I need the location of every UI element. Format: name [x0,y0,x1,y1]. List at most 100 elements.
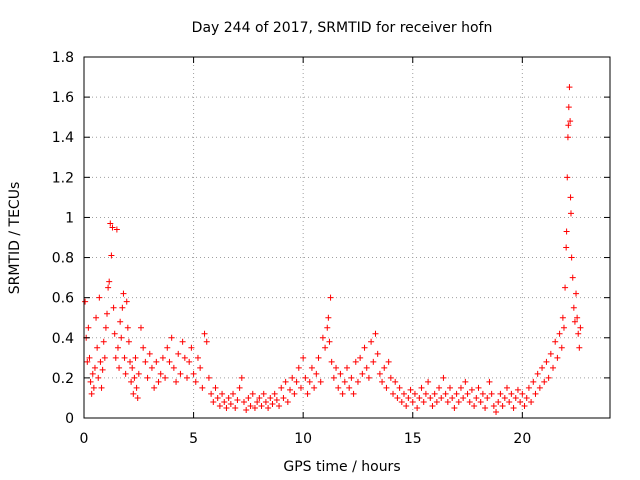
data-point [571,318,578,325]
data-point [240,398,247,405]
data-point [97,358,104,365]
data-point [570,304,577,311]
data-point [405,394,412,401]
data-point [93,314,100,321]
x-axis-label: GPS time / hours [283,459,400,475]
y-tick-label: 0.2 [52,371,74,387]
data-point [394,394,401,401]
data-point [427,394,434,401]
data-point [258,402,265,409]
data-point [339,390,346,397]
data-point [479,390,486,397]
data-point [530,378,537,385]
data-point [232,404,239,411]
data-point [325,314,332,321]
data-point [359,370,366,377]
data-point [341,378,348,385]
data-point [416,394,423,401]
data-point [297,384,304,391]
data-point [519,390,526,397]
data-point [363,364,370,371]
x-tick-label: 15 [404,431,422,447]
data-point [464,390,471,397]
data-point [175,350,182,357]
data-point [569,274,576,281]
data-point [221,398,228,405]
data-point [440,374,447,381]
data-point [304,390,311,397]
data-point [447,384,454,391]
data-point [153,358,160,365]
data-point [562,284,569,291]
data-point [214,394,221,401]
data-point [89,370,96,377]
data-point [262,398,269,405]
data-point [245,394,252,401]
data-point [278,384,285,391]
data-point [118,334,125,341]
data-point [523,394,530,401]
data-point [475,384,482,391]
data-point [327,294,334,301]
data-point [379,378,386,385]
data-point [541,378,548,385]
data-point [534,370,541,377]
data-point [132,354,139,361]
data-point [267,394,274,401]
data-point [473,394,480,401]
data-point [208,390,215,397]
data-point [506,398,513,405]
data-point [370,358,377,365]
data-point [497,390,504,397]
data-point [554,354,561,361]
data-point [243,406,250,413]
data-point [129,364,136,371]
y-tick-label: 0.6 [52,291,74,307]
data-point [407,386,414,393]
data-point [148,364,155,371]
data-point [433,398,440,405]
data-point [225,394,232,401]
data-point [346,384,353,391]
data-point [567,210,574,217]
data-point [576,344,583,351]
data-point [565,122,572,129]
data-point [381,364,388,371]
data-point [205,374,212,381]
data-point [348,374,355,381]
data-point [306,378,313,385]
data-point [260,390,267,397]
data-point [234,396,241,403]
data-point [429,402,436,409]
data-point [567,118,574,125]
data-point [105,284,112,291]
data-point [287,386,294,393]
y-tick-label: 0 [65,411,74,427]
data-point [573,290,580,297]
data-point [409,398,416,405]
data-point [508,390,515,397]
data-point [543,358,550,365]
x-tick-label: 5 [189,431,198,447]
data-point [203,338,210,345]
data-point [317,378,324,385]
data-point [112,354,119,361]
data-point [547,350,554,357]
data-point [574,314,581,321]
data-point [100,338,107,345]
data-point [442,390,449,397]
data-point [333,364,340,371]
data-point [315,354,322,361]
data-point [344,364,350,371]
data-point [94,344,101,351]
data-point [219,390,226,397]
data-point [155,378,162,385]
data-point [563,228,570,235]
data-point [106,278,113,285]
data-point [390,390,397,397]
data-point [471,402,478,409]
data-point [550,364,557,371]
data-point [96,294,103,301]
data-point [186,358,193,365]
